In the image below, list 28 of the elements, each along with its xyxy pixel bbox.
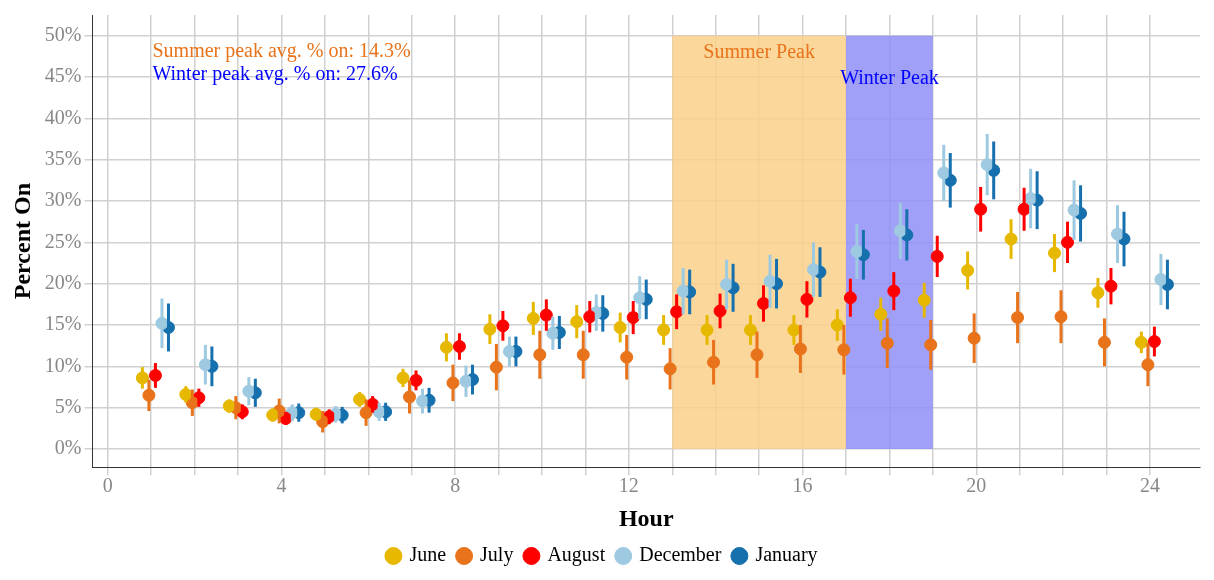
y-tick-label: 45% bbox=[44, 64, 82, 87]
annotation: Winter peak avg. % on: 27.6% bbox=[152, 62, 398, 86]
x-tick-label: 20 bbox=[966, 474, 987, 497]
y-tick-label: 15% bbox=[44, 312, 82, 335]
x-axis-title: Hour bbox=[618, 504, 674, 531]
x-tick-label: 8 bbox=[450, 474, 461, 497]
y-tick-label: 10% bbox=[44, 353, 82, 376]
x-tick-label: 0 bbox=[102, 474, 113, 497]
y-tick-label: 5% bbox=[54, 394, 82, 417]
x-tick-label: 4 bbox=[276, 474, 287, 497]
x-tick-label: 16 bbox=[792, 474, 813, 497]
legend-label: August bbox=[547, 543, 606, 567]
annotation: Summer peak avg. % on: 14.3% bbox=[152, 39, 411, 63]
y-tick-label: 50% bbox=[44, 22, 82, 45]
legend-label: June bbox=[409, 543, 447, 566]
x-tick-label: 12 bbox=[618, 474, 639, 497]
y-tick-label: 40% bbox=[44, 105, 82, 128]
legend-label: January bbox=[755, 543, 818, 567]
band-label: Summer Peak bbox=[703, 39, 815, 62]
legend-label: July bbox=[480, 543, 514, 567]
y-tick-label: 25% bbox=[44, 229, 82, 252]
legend-label: December bbox=[639, 543, 722, 566]
y-tick-label: 35% bbox=[44, 146, 82, 169]
y-tick-label: 30% bbox=[44, 188, 82, 211]
y-tick-label: 20% bbox=[44, 270, 82, 293]
y-tick-label: 0% bbox=[54, 436, 82, 459]
x-tick-label: 24 bbox=[1140, 474, 1161, 497]
y-axis-title: Percent On bbox=[8, 183, 35, 300]
